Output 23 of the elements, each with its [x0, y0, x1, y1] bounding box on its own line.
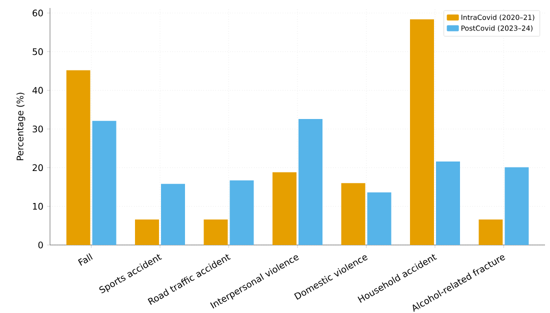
- bar: [410, 19, 434, 245]
- bar: [66, 70, 90, 245]
- y-tick-label: 60: [32, 10, 43, 16]
- y-tick-label: 30: [32, 126, 43, 132]
- y-tick-label: 50: [32, 48, 43, 56]
- bar: [367, 192, 392, 245]
- bar: [92, 120, 116, 245]
- bar: [436, 161, 460, 245]
- bar: [230, 180, 254, 245]
- bar: [504, 167, 529, 245]
- y-tick-label: 10: [33, 202, 43, 210]
- bar: [272, 172, 296, 245]
- y-tick-label: 40: [32, 86, 43, 94]
- bar: [298, 118, 322, 245]
- bar: [478, 219, 503, 245]
- y-tick-label: 20: [32, 164, 43, 172]
- bar: [135, 219, 160, 245]
- bar: [341, 183, 366, 245]
- x-tick-label: Fall: [78, 253, 93, 266]
- bar: [161, 184, 185, 245]
- bar: [204, 219, 228, 245]
- y-axis-title: Percentage (%): [16, 92, 26, 160]
- y-tick-label: 0: [38, 242, 43, 248]
